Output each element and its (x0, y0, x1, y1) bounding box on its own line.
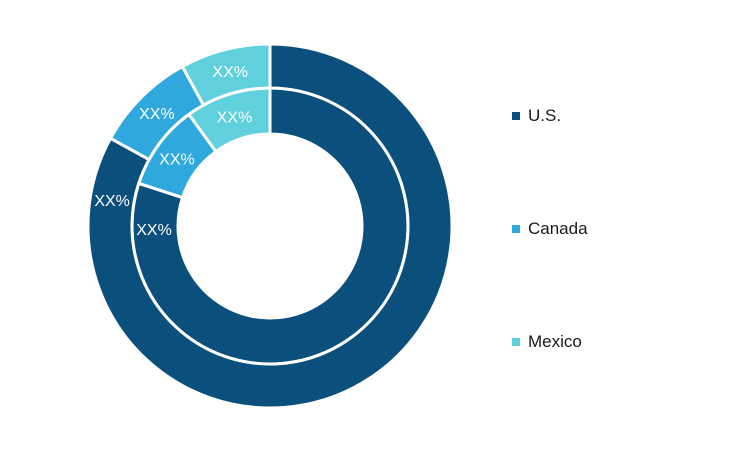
legend: U.S. Canada Mexico (512, 0, 732, 451)
slice-outer-mexico (180, 42, 272, 108)
legend-label-canada: Canada (528, 219, 588, 238)
legend-item-canada: Canada (512, 219, 588, 239)
slice-label-inner-us: XX% (136, 222, 172, 239)
legend-swatch-us (512, 112, 520, 120)
legend-item-us: U.S. (512, 106, 561, 126)
slice-label-outer-us: XX% (94, 193, 130, 210)
slice-label-inner-mexico: XX% (217, 110, 253, 127)
legend-label-us: U.S. (528, 106, 562, 125)
legend-item-mexico: Mexico (512, 332, 582, 352)
slice-label-outer-mexico: XX% (212, 64, 248, 81)
slice-label-inner-canada: XX% (159, 151, 195, 168)
slices-group (86, 42, 454, 410)
labels-group: XX% XX% XX% XX% XX% XX% (94, 64, 252, 239)
slice-label-outer-canada: XX% (139, 106, 175, 123)
legend-swatch-mexico (512, 338, 520, 346)
legend-swatch-canada (512, 225, 520, 233)
legend-label-mexico: Mexico (528, 332, 582, 351)
slice-outer-us (86, 42, 454, 410)
